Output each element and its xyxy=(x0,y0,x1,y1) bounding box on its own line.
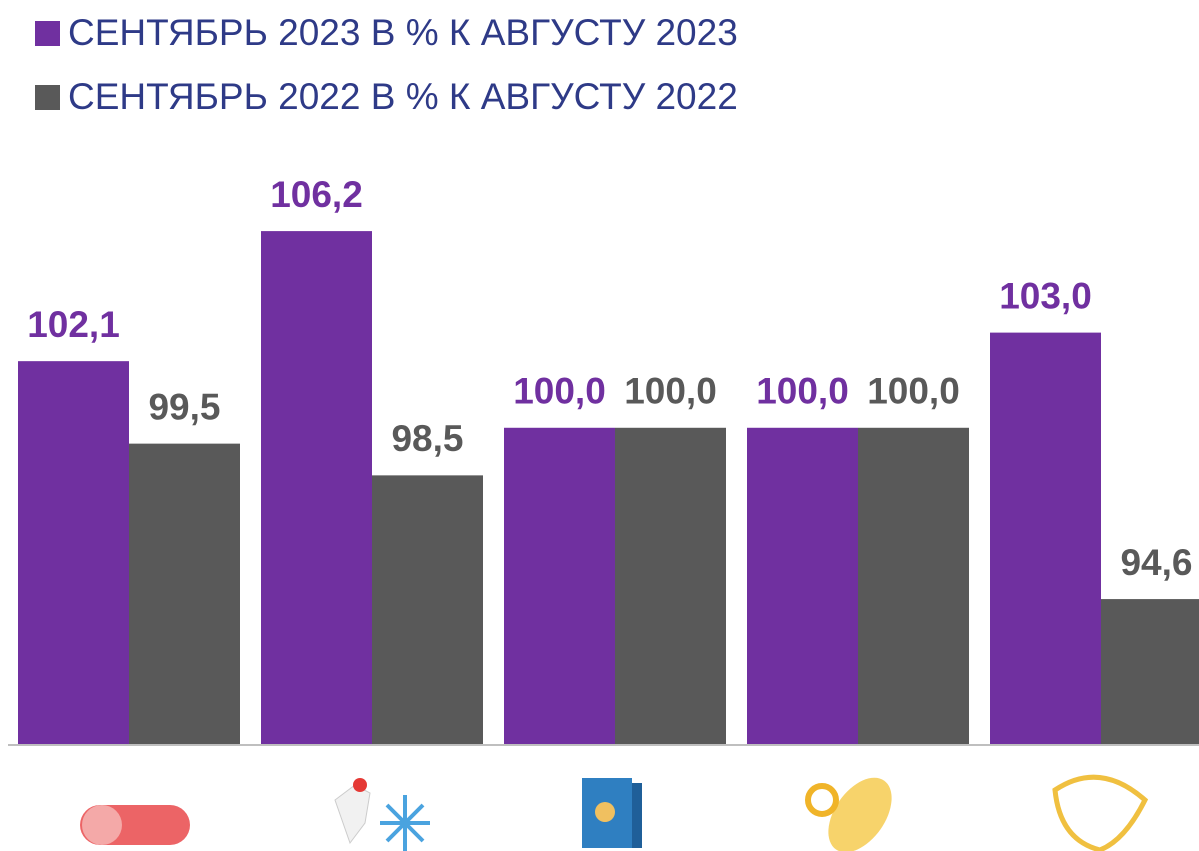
value-label: 100,0 xyxy=(624,371,717,412)
value-label: 106,2 xyxy=(270,174,363,215)
chicken-comb xyxy=(353,778,367,792)
bar xyxy=(261,231,372,746)
value-label: 94,6 xyxy=(1120,542,1192,583)
bar xyxy=(1101,599,1199,745)
value-label: 99,5 xyxy=(148,386,220,427)
bar xyxy=(747,427,858,745)
value-label: 100,0 xyxy=(513,371,606,412)
legend-label: СЕНТЯБРЬ 2023 В % К АВГУСТУ 2023 xyxy=(68,12,738,53)
bar xyxy=(504,427,615,745)
milk-side xyxy=(632,783,642,848)
sausage-end xyxy=(82,805,122,845)
value-label: 102,1 xyxy=(27,304,120,345)
legend-swatch xyxy=(35,85,60,110)
legend-swatch xyxy=(35,21,60,46)
value-label: 100,0 xyxy=(867,371,960,412)
legend-label: СЕНТЯБРЬ 2022 В % К АВГУСТУ 2022 xyxy=(68,76,738,117)
pasta-icon xyxy=(1052,774,1149,851)
bar xyxy=(129,443,240,745)
bar xyxy=(858,427,969,745)
bar xyxy=(18,361,129,745)
milk-cow xyxy=(595,802,615,822)
bar xyxy=(615,427,726,745)
value-label: 100,0 xyxy=(756,371,849,412)
value-label: 103,0 xyxy=(999,275,1092,316)
bar xyxy=(990,332,1101,745)
icons xyxy=(80,774,1149,851)
bread-icon xyxy=(828,777,892,851)
pretzel-icon xyxy=(805,783,839,817)
snowflake-icon xyxy=(380,795,430,851)
bar xyxy=(372,475,483,745)
value-label: 98,5 xyxy=(391,418,463,459)
chicken-icon xyxy=(334,784,371,845)
